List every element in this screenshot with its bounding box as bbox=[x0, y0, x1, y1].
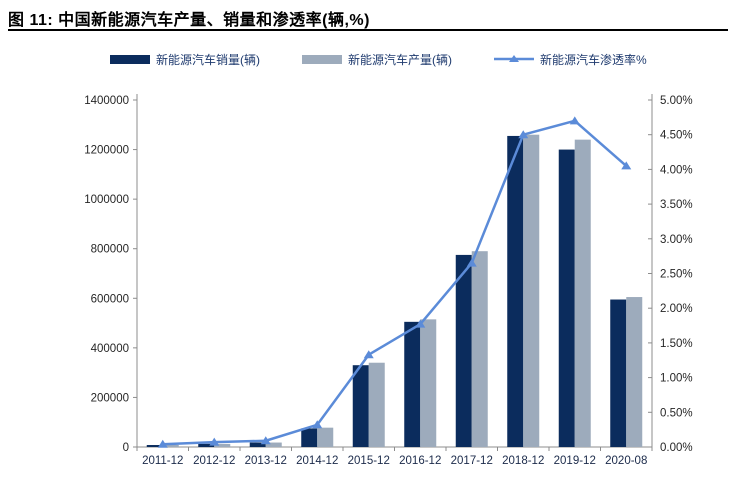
left-axis-tick-label: 200000 bbox=[91, 392, 129, 404]
sales-bar bbox=[146, 445, 163, 447]
sales-bar bbox=[249, 442, 266, 447]
sales-bar bbox=[507, 135, 524, 448]
triangle-marker-icon bbox=[157, 439, 168, 448]
x-axis: 2011-12 2012-12 2013-12 2014-12 2015-12 2016-… bbox=[136, 447, 653, 467]
production-bar bbox=[265, 442, 282, 447]
triangle-marker-icon bbox=[466, 258, 477, 267]
chart-area: 0 200000 400000 600000 800000 1000000 1200000 1… bbox=[0, 80, 737, 480]
sales-bar bbox=[352, 365, 369, 447]
right-axis-tick-label: 2.00% bbox=[660, 303, 693, 315]
production-bar bbox=[523, 134, 540, 447]
triangle-marker-icon bbox=[415, 319, 426, 328]
sales-bar bbox=[455, 254, 472, 447]
left-axis-tick-label: 1000000 bbox=[84, 194, 129, 206]
production-bar bbox=[420, 319, 437, 447]
chart-legend: 新能源汽车销量(辆) 新能源汽车产量(辆) 新能源汽车渗透率% bbox=[110, 50, 670, 68]
legend-label-production: 新能源汽车产量(辆) bbox=[348, 52, 452, 67]
sales-bar bbox=[610, 299, 627, 447]
left-axis: 0 200000 400000 600000 800000 1000000 1200000 1… bbox=[84, 95, 137, 454]
x-axis-category-label: 2011-12 bbox=[142, 455, 183, 467]
production-bar bbox=[471, 251, 488, 447]
right-axis: 0.00% 0.50% 1.00% 1.50% 2.00% 2.50% 3.00% 3.50%… bbox=[648, 95, 693, 454]
production-bar bbox=[574, 139, 591, 447]
sales-bar bbox=[198, 443, 215, 447]
penetration-line bbox=[162, 119, 628, 446]
production-bar bbox=[317, 427, 334, 447]
right-axis-tick-label: 1.50% bbox=[660, 338, 693, 350]
production-bar-swatch-icon bbox=[302, 54, 342, 64]
x-axis-category-label: 2020-08 bbox=[605, 455, 647, 467]
left-axis-tick-label: 400000 bbox=[91, 343, 129, 355]
nev-production-sales-penetration-chart: 0 200000 400000 600000 800000 1000000 1200000 1… bbox=[84, 94, 693, 467]
x-axis-category-label: 2018-12 bbox=[502, 455, 544, 467]
right-axis-tick-label: 1.00% bbox=[660, 373, 693, 385]
production-bar-series bbox=[162, 134, 643, 447]
right-axis-tick-label: 3.50% bbox=[660, 199, 693, 211]
sales-bar-swatch-icon bbox=[110, 54, 150, 64]
right-axis-tick-label: 0.50% bbox=[660, 407, 693, 419]
x-axis-category-label: 2015-12 bbox=[348, 455, 390, 467]
triangle-marker-icon bbox=[569, 116, 580, 125]
x-axis-category-label: 2019-12 bbox=[554, 455, 596, 467]
production-bar bbox=[626, 297, 643, 447]
triangle-marker-icon bbox=[518, 130, 529, 139]
production-bar bbox=[368, 362, 385, 447]
x-axis-category-label: 2013-12 bbox=[245, 455, 287, 467]
sales-bar bbox=[301, 428, 318, 447]
right-axis-tick-label: 2.50% bbox=[660, 269, 693, 281]
production-bar bbox=[162, 444, 179, 447]
right-axis-tick-label: 4.00% bbox=[660, 164, 693, 176]
production-bar bbox=[214, 443, 231, 447]
sales-bar bbox=[404, 321, 421, 447]
legend-item-penetration: 新能源汽车渗透率% bbox=[494, 51, 647, 68]
x-axis-category-label: 2017-12 bbox=[451, 455, 493, 467]
triangle-marker-icon bbox=[621, 161, 632, 170]
sales-bar bbox=[558, 149, 575, 448]
x-axis-category-label: 2016-12 bbox=[399, 455, 441, 467]
x-axis-category-label: 2014-12 bbox=[296, 455, 338, 467]
left-axis-tick-label: 600000 bbox=[91, 293, 129, 305]
penetration-line-series bbox=[157, 116, 632, 448]
left-axis-tick-label: 0 bbox=[123, 442, 129, 454]
left-axis-tick-label: 1400000 bbox=[84, 95, 129, 107]
right-axis-tick-label: 3.00% bbox=[660, 234, 693, 246]
right-axis-tick-label: 5.00% bbox=[660, 95, 693, 107]
x-axis-category-label: 2012-12 bbox=[193, 455, 235, 467]
left-axis-tick-label: 1200000 bbox=[84, 145, 129, 157]
penetration-line-swatch-icon bbox=[494, 55, 534, 62]
title-divider bbox=[8, 29, 728, 31]
left-axis-tick-label: 800000 bbox=[91, 244, 129, 256]
triangle-marker-icon bbox=[312, 420, 323, 429]
triangle-marker-icon bbox=[260, 436, 271, 445]
right-axis-tick-label: 4.50% bbox=[660, 130, 693, 142]
triangle-marker-icon bbox=[363, 350, 374, 359]
sales-bar-series bbox=[146, 135, 627, 448]
triangle-marker-icon bbox=[209, 437, 220, 446]
legend-item-production: 新能源汽车产量(辆) bbox=[302, 51, 452, 68]
legend-label-penetration: 新能源汽车渗透率% bbox=[540, 52, 647, 67]
figure-title: 图 11: 中国新能源汽车产量、销量和渗透率(辆,%) bbox=[8, 12, 370, 29]
legend-label-sales: 新能源汽车销量(辆) bbox=[156, 52, 260, 67]
right-axis-tick-label: 0.00% bbox=[660, 442, 693, 454]
legend-item-sales: 新能源汽车销量(辆) bbox=[110, 51, 260, 68]
